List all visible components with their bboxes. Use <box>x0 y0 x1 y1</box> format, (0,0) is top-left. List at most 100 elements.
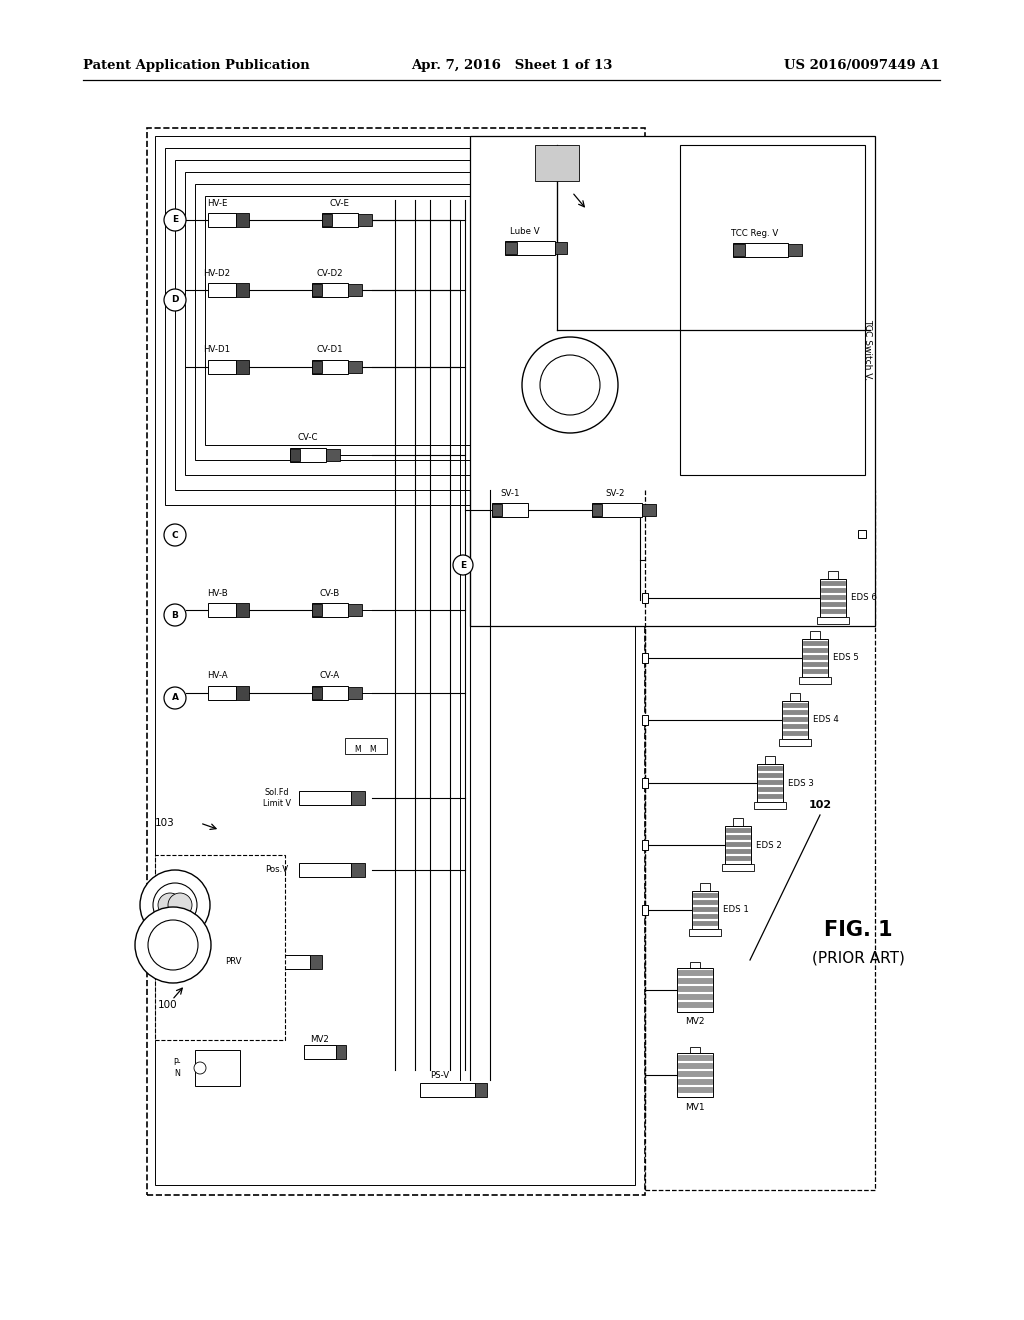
Bar <box>722 865 754 871</box>
Bar <box>788 244 802 256</box>
Bar <box>208 213 236 227</box>
Bar <box>733 244 745 256</box>
Bar <box>690 962 700 968</box>
Bar <box>310 954 322 969</box>
Bar <box>678 970 712 975</box>
Bar <box>348 686 362 700</box>
Text: E: E <box>172 215 178 224</box>
Bar <box>758 795 782 799</box>
Text: CV-E: CV-E <box>330 198 350 207</box>
Bar <box>236 603 249 616</box>
Circle shape <box>164 289 186 312</box>
Bar <box>475 1082 487 1097</box>
Bar <box>783 704 807 708</box>
Bar <box>208 603 236 616</box>
Bar <box>492 504 502 516</box>
Text: PS-V: PS-V <box>430 1072 450 1081</box>
Text: PRV: PRV <box>224 957 242 966</box>
Bar <box>678 1071 712 1076</box>
Bar <box>312 284 322 296</box>
Bar <box>642 715 648 725</box>
Text: Patent Application Publication: Patent Application Publication <box>83 58 309 71</box>
Text: HV-D1: HV-D1 <box>204 346 230 355</box>
Bar <box>299 863 351 876</box>
Bar <box>765 756 775 764</box>
Text: EDS 6: EDS 6 <box>851 594 877 602</box>
Bar <box>205 195 585 445</box>
Bar <box>783 717 807 721</box>
Bar <box>779 739 811 746</box>
Text: SV-2: SV-2 <box>605 490 625 499</box>
Bar <box>692 891 718 929</box>
Bar <box>726 849 750 853</box>
Text: EDS 5: EDS 5 <box>833 653 859 663</box>
Text: 103: 103 <box>155 818 175 828</box>
Circle shape <box>168 894 193 917</box>
Text: CV-B: CV-B <box>319 589 340 598</box>
Bar <box>420 1082 475 1097</box>
Text: MV1: MV1 <box>685 1102 705 1111</box>
Bar <box>185 172 605 475</box>
Bar <box>555 242 567 253</box>
Bar <box>693 894 717 898</box>
Bar <box>642 840 648 850</box>
Bar <box>758 766 782 770</box>
Bar <box>858 531 866 539</box>
Bar <box>642 593 648 603</box>
Bar <box>821 609 845 612</box>
Text: E: E <box>460 561 466 569</box>
Bar <box>505 242 517 253</box>
Text: Apr. 7, 2016   Sheet 1 of 13: Apr. 7, 2016 Sheet 1 of 13 <box>412 58 612 71</box>
Bar <box>236 213 249 227</box>
Bar <box>345 738 387 754</box>
Bar <box>678 1055 712 1060</box>
Bar <box>304 1045 336 1059</box>
Bar <box>678 1063 712 1068</box>
Bar <box>821 595 845 599</box>
Bar <box>678 994 712 999</box>
Bar <box>255 954 310 969</box>
Bar <box>810 631 820 639</box>
Bar <box>208 686 236 700</box>
Bar <box>677 1053 713 1097</box>
Circle shape <box>540 355 600 414</box>
Text: 100: 100 <box>158 1001 178 1010</box>
Text: CV-A: CV-A <box>319 672 340 681</box>
Text: TCC Reg. V: TCC Reg. V <box>731 230 778 239</box>
Bar <box>642 653 648 663</box>
Text: MV2: MV2 <box>685 1018 705 1027</box>
Bar <box>821 587 845 591</box>
Text: HV-B: HV-B <box>207 589 227 598</box>
Text: A: A <box>171 693 178 702</box>
Bar <box>726 828 750 832</box>
Bar <box>312 282 348 297</box>
Circle shape <box>522 337 618 433</box>
Bar <box>733 818 743 826</box>
Circle shape <box>164 209 186 231</box>
Bar <box>312 603 348 616</box>
Circle shape <box>158 894 182 917</box>
Bar <box>758 780 782 784</box>
Bar <box>693 913 717 917</box>
Text: HV-A: HV-A <box>207 672 227 681</box>
Bar <box>348 605 362 616</box>
Bar <box>290 449 300 461</box>
Bar <box>592 504 602 516</box>
Bar <box>348 284 362 296</box>
Bar <box>693 900 717 904</box>
Bar <box>758 787 782 791</box>
Bar <box>689 929 721 936</box>
Text: Lube V: Lube V <box>510 227 540 236</box>
Bar <box>642 777 648 788</box>
Bar <box>351 863 365 876</box>
Bar <box>783 710 807 714</box>
Text: CV-D2: CV-D2 <box>316 268 343 277</box>
Bar <box>155 136 635 1185</box>
Text: CV-D1: CV-D1 <box>316 346 343 355</box>
Bar <box>236 282 249 297</box>
Bar <box>208 282 236 297</box>
Bar <box>828 572 838 579</box>
Text: C: C <box>172 531 178 540</box>
Bar <box>677 968 713 1012</box>
Text: (PRIOR ART): (PRIOR ART) <box>812 950 904 965</box>
